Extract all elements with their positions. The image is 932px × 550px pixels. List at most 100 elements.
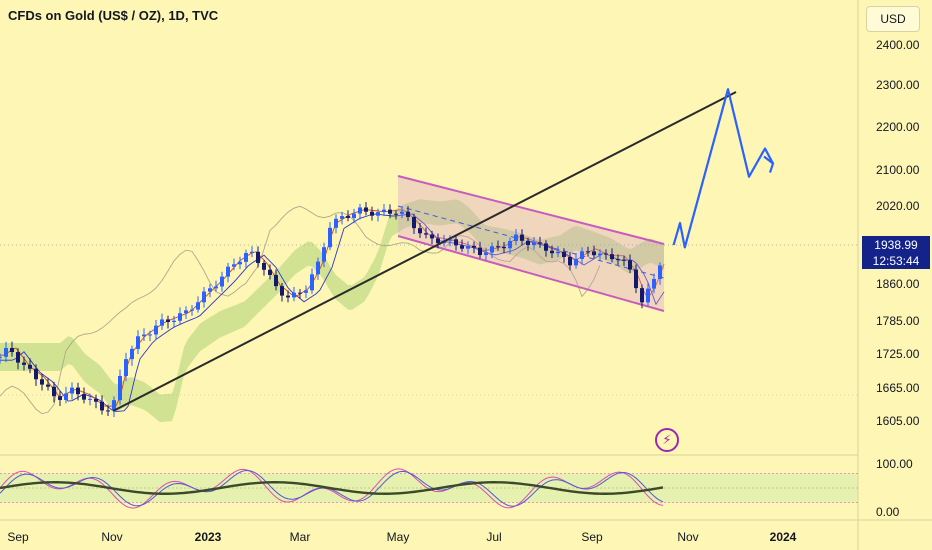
chart-title: CFDs on Gold (US$ / OZ), 1D, TVC [8, 8, 219, 23]
candle-body [124, 359, 128, 376]
candle-body [238, 261, 242, 265]
candles-group [0, 202, 662, 418]
currency-button[interactable]: USD [866, 6, 920, 32]
candle-body [16, 352, 20, 363]
candle-body [214, 286, 218, 289]
candle-body [4, 347, 8, 357]
candle-body [574, 258, 578, 266]
candle-body [298, 292, 302, 294]
candle-body [400, 211, 404, 214]
candle-body [640, 288, 644, 303]
price-tick-label: 1665.00 [876, 381, 920, 395]
channel-upper-line [397, 175, 665, 245]
candle-body [250, 251, 254, 254]
candle-body [562, 251, 566, 258]
candle-body [268, 269, 272, 275]
candle-body [346, 216, 350, 218]
candle-body [160, 319, 164, 326]
candle-body [22, 362, 26, 365]
candle-body [508, 240, 512, 249]
candle-body [202, 291, 206, 303]
projection-arrowhead [763, 155, 775, 173]
candle-body [634, 269, 638, 289]
candle-body [622, 259, 626, 261]
channel-lower-line [397, 235, 665, 312]
candle-body [598, 253, 602, 256]
channel-mid-line [397, 205, 665, 279]
price-tick-label: 1725.00 [876, 347, 920, 361]
candle-body [136, 336, 140, 349]
candle-body [58, 396, 62, 400]
candle-body [112, 400, 116, 411]
candle-body [604, 253, 608, 255]
time-tick-label: May [387, 530, 410, 544]
candle-body [130, 348, 134, 360]
price-tick-label: 2200.00 [876, 120, 920, 134]
candle-body [388, 209, 392, 214]
candle-body [340, 216, 344, 219]
candle-body [322, 247, 326, 262]
candle-body [472, 245, 476, 248]
candle-body [364, 207, 368, 212]
candle-body [658, 265, 662, 279]
candle-body [172, 320, 176, 322]
candle-body [208, 288, 212, 292]
candle-body [76, 387, 80, 395]
candle-body [412, 216, 416, 229]
last-price-tag: 1938.99 [862, 236, 930, 253]
price-tick-label: 2100.00 [876, 163, 920, 177]
candle-body [40, 379, 44, 385]
candle-body [532, 242, 536, 246]
baseline-line [0, 213, 665, 412]
candle-body [376, 212, 380, 216]
candle-body [538, 242, 542, 244]
candle-body [424, 233, 428, 235]
candle-body [190, 309, 194, 311]
candle-body [352, 213, 356, 218]
lightning-icon[interactable]: ⚡ [655, 428, 679, 452]
plot-area [0, 0, 858, 455]
candle-body [454, 239, 458, 246]
candle-body [304, 290, 308, 293]
candle-body [466, 245, 470, 249]
candle-body [514, 234, 518, 241]
candle-body [106, 410, 110, 412]
candle-body [46, 384, 50, 387]
candle-body [328, 227, 332, 248]
time-tick-label: Mar [290, 530, 311, 544]
candle-body [10, 347, 14, 353]
candle-body [274, 274, 278, 287]
candle-body [94, 398, 98, 402]
candle-body [520, 234, 524, 241]
time-tick-label: Nov [101, 530, 122, 544]
candle-body [70, 387, 74, 394]
candle-body [244, 253, 248, 262]
candle-body [118, 375, 122, 401]
time-tick-label: 2024 [770, 530, 797, 544]
candle-body [406, 211, 410, 217]
candle-body [82, 394, 86, 400]
candle-body [430, 234, 434, 239]
candle-body [586, 251, 590, 253]
candle-body [256, 251, 260, 263]
candle-body [142, 334, 146, 337]
candle-body [394, 213, 398, 215]
oscillator-tick-label: 100.00 [876, 457, 913, 471]
price-tick-label: 1860.00 [876, 277, 920, 291]
candle-body [100, 401, 104, 411]
candle-body [550, 250, 554, 254]
candle-body [286, 295, 290, 298]
lagging-span [0, 205, 601, 415]
price-tick-label: 2020.00 [876, 199, 920, 213]
candle-body [262, 262, 266, 270]
candle-body [568, 257, 572, 266]
candle-body [610, 254, 614, 260]
candle-body [64, 393, 68, 400]
candle-body [358, 207, 362, 214]
time-tick-label: Sep [581, 530, 603, 544]
projection-path [672, 88, 774, 249]
candle-body [52, 386, 56, 397]
candle-body [580, 251, 584, 259]
